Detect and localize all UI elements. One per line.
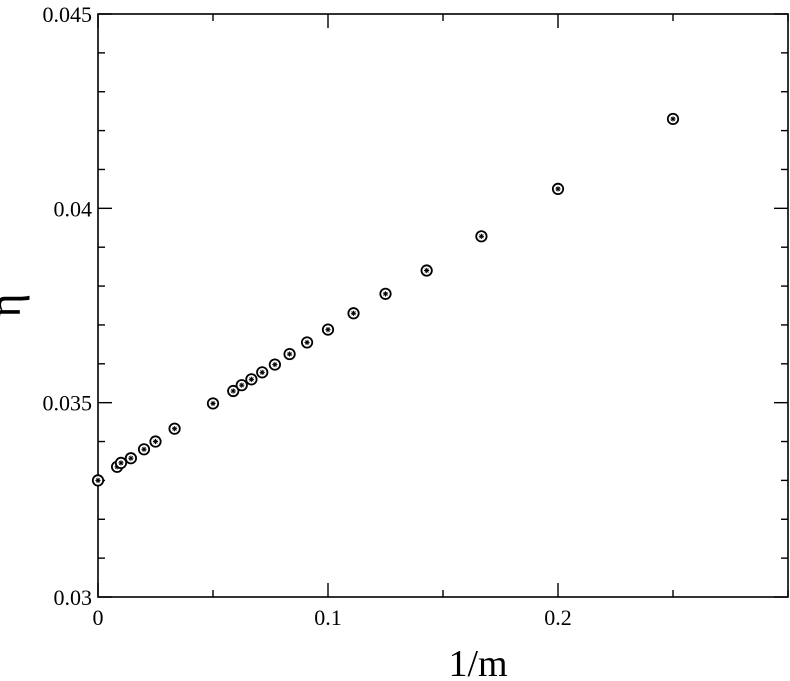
x-tick-label: 0.1 (314, 605, 342, 630)
data-point (149, 435, 162, 448)
data-point (666, 112, 680, 126)
x-tick-label: 0 (93, 605, 104, 630)
data-point (137, 443, 151, 456)
data-point (475, 230, 488, 243)
data-point (420, 264, 433, 277)
y-tick-label: 0.045 (43, 2, 93, 27)
data-point (321, 323, 335, 336)
plot-frame-group (97, 13, 789, 598)
data-point (168, 422, 181, 435)
data-point (551, 182, 565, 195)
data-point (300, 336, 314, 349)
y-tick-label: 0.04 (54, 196, 93, 221)
data-point (114, 456, 128, 470)
data-points (91, 112, 680, 487)
y-tick-label: 0.03 (54, 585, 93, 610)
ticks-group: 0 0.1 0.2 0.03 0.035 0.04 0.045 (43, 2, 789, 630)
data-point (256, 366, 269, 379)
data-point (124, 452, 137, 465)
data-point (227, 384, 240, 398)
data-point (91, 474, 105, 487)
data-point (268, 358, 281, 371)
y-tick-label: 0.035 (43, 391, 93, 416)
x-axis-label: 1/m (448, 643, 507, 681)
data-point (206, 397, 220, 410)
data-point (347, 307, 360, 320)
plot-frame (97, 13, 789, 598)
x-tick-label: 0.2 (544, 605, 572, 630)
data-point (379, 287, 392, 300)
data-point (245, 373, 258, 386)
y-axis-label: η (0, 293, 30, 317)
data-point (235, 379, 248, 392)
data-point (283, 347, 296, 361)
